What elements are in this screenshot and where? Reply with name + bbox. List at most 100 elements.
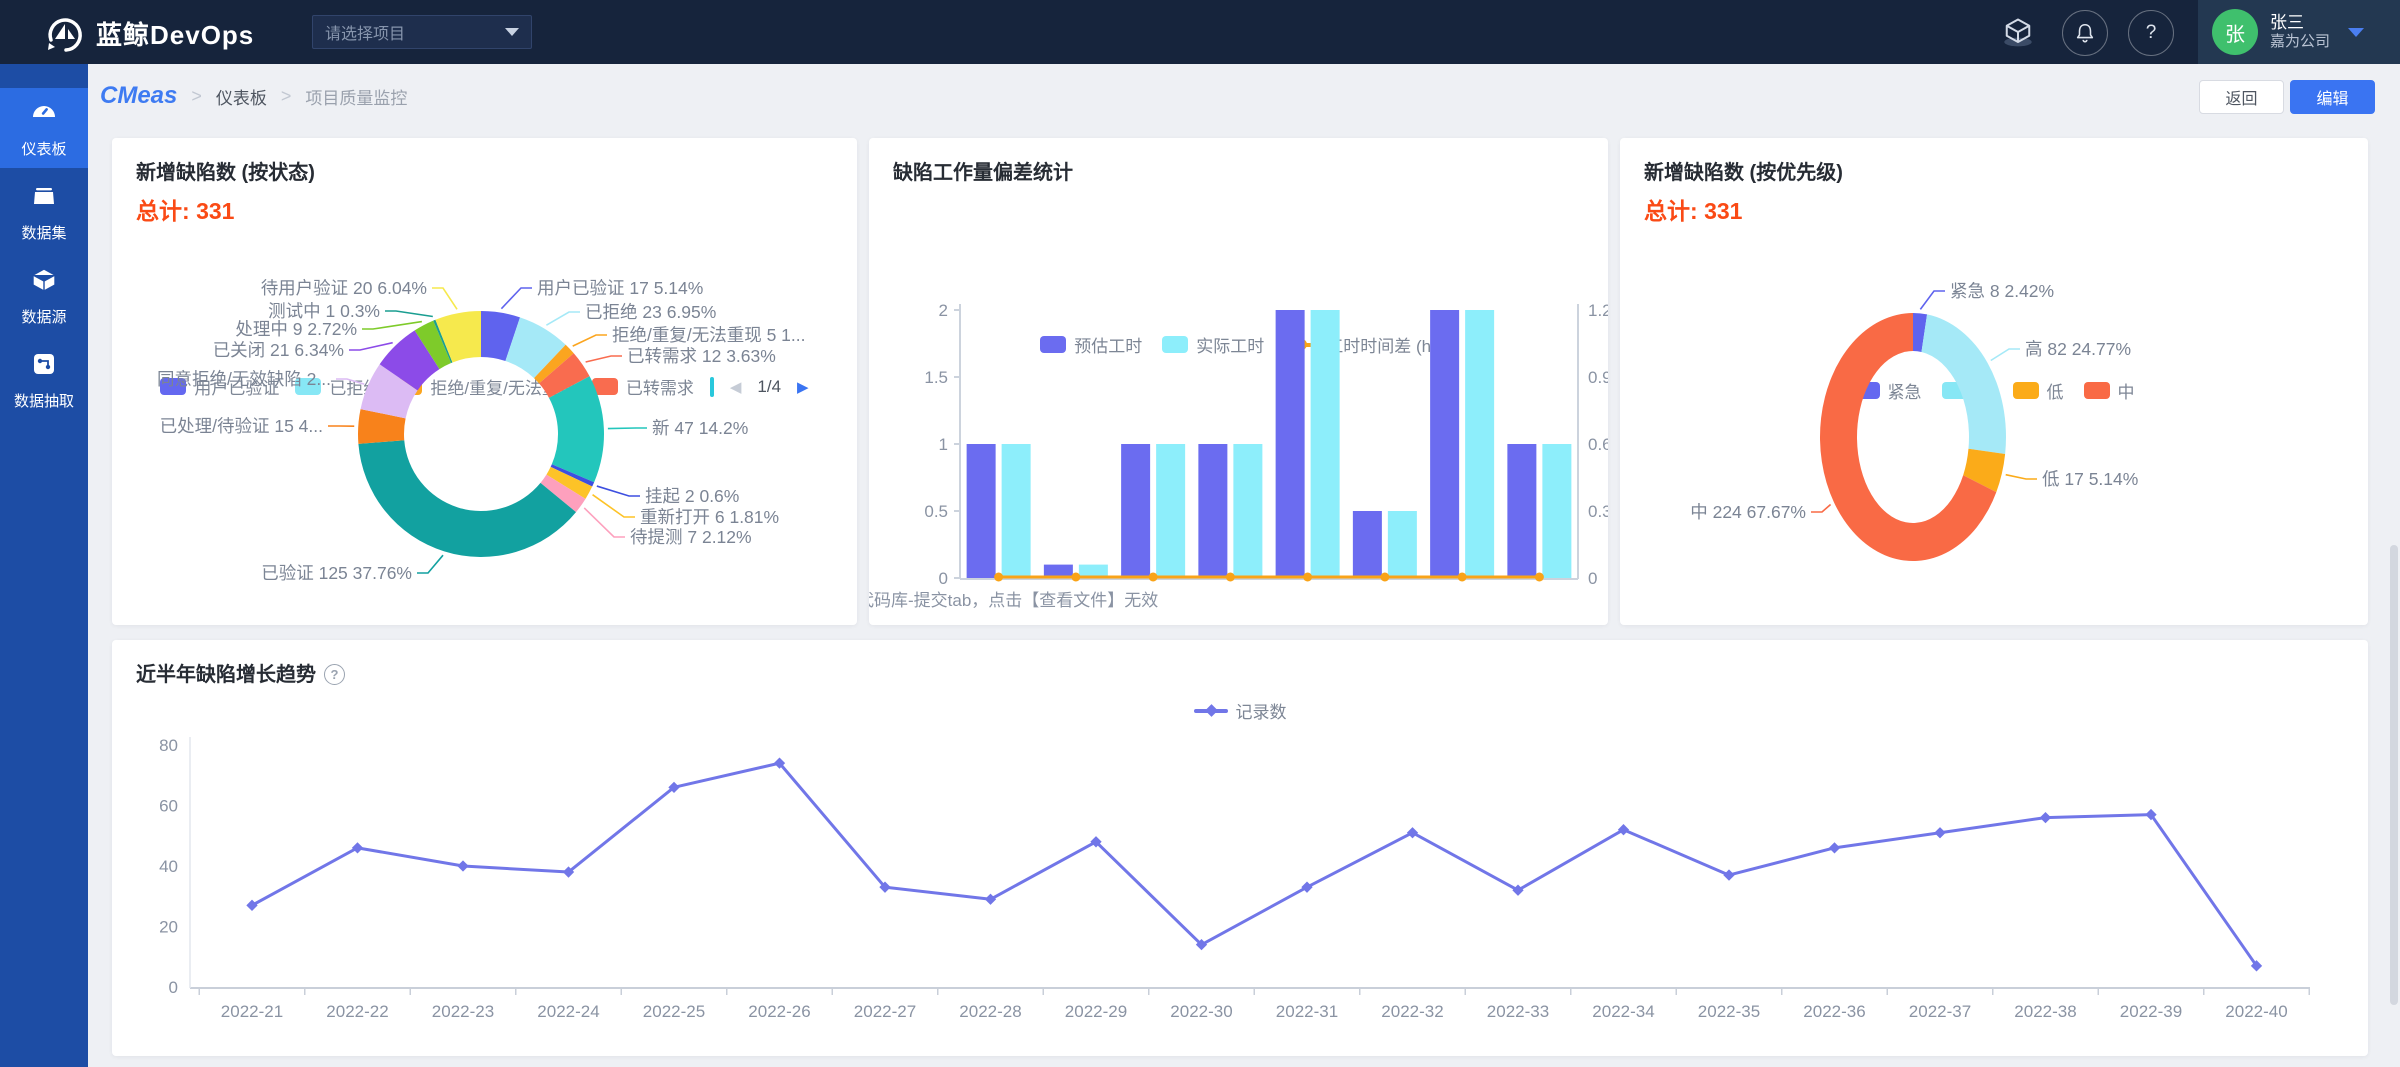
bar-actual-hours[interactable] [1001, 444, 1031, 578]
label-leader-line [417, 554, 444, 574]
donut-slice-label: 已关闭 21 6.34% [213, 340, 344, 360]
bar-estimated-hours[interactable] [1043, 564, 1073, 578]
bar-actual-hours[interactable] [1233, 444, 1263, 578]
total-count: 总计: 331 [1644, 198, 1743, 224]
bar-estimated-hours[interactable] [1275, 310, 1305, 578]
legend-label: 预估工时 [1074, 337, 1143, 356]
bar-actual-hours[interactable] [1387, 511, 1417, 578]
donut-slice-测试中[interactable] [433, 319, 453, 364]
breadcrumb-dashboards[interactable]: 仪表板 [215, 88, 267, 108]
x-axis-tick-label: 2022-39 [2120, 1002, 2182, 1021]
legend-item-预估工时[interactable]: 预估工时 [1040, 332, 1142, 357]
donut-slice-label: 重新打开 6 1.81% [640, 507, 779, 527]
x-axis-tick-label: 2022-26 [748, 1002, 810, 1021]
donut-slice-已处理/待验证[interactable] [358, 409, 406, 444]
legend-item-中[interactable]: 中 [2083, 378, 2135, 403]
label-leader-line [336, 378, 365, 385]
legend-prev-page-arrow[interactable]: ◀ [729, 378, 742, 396]
project-select[interactable]: 请选择项目 [312, 15, 532, 49]
cmeas-brand-logo[interactable]: CMeas [100, 82, 178, 109]
donut-slice-已验证[interactable] [358, 440, 577, 557]
legend-swatch [1040, 336, 1067, 353]
bar-estimated-hours[interactable] [1507, 444, 1537, 578]
bar-estimated-hours[interactable] [966, 444, 996, 578]
legend-item-已转需求[interactable]: 已转需求 [591, 374, 694, 399]
bar-actual-hours[interactable] [1542, 444, 1572, 578]
help-icon[interactable]: ? [324, 664, 345, 685]
deviation-line-point [1380, 572, 1390, 582]
sidebar-item-datasource[interactable]: 数据源 [0, 256, 88, 336]
legend-item-用户已验证[interactable]: 用户已验证 [160, 374, 279, 399]
notification-bell-icon[interactable] [2062, 10, 2108, 56]
bar-actual-hours[interactable] [1078, 564, 1108, 578]
bar-actual-hours[interactable] [1156, 444, 1186, 578]
back-button[interactable]: 返回 [2199, 80, 2284, 114]
page-scrollbar-thumb[interactable] [2390, 545, 2398, 1005]
donut-slice-重新打开[interactable] [546, 466, 593, 499]
donut-slice-低[interactable] [1963, 448, 2006, 493]
data-point-2022-38 [2039, 811, 2052, 824]
right-axis-tick-label: 1.2 [1588, 301, 1608, 320]
donut-slice-已关闭[interactable] [379, 330, 440, 391]
bar-estimated-hours[interactable] [1121, 444, 1151, 578]
x-axis-tick-label: 2022-28 [959, 1002, 1021, 1021]
x-axis-tick-label: 2022-40 [2225, 1002, 2287, 1021]
donut-slice-高[interactable] [1921, 314, 2006, 455]
x-axis-tick-label: 2022-25 [643, 1002, 705, 1021]
legend-item-低[interactable]: 低 [2012, 378, 2064, 403]
user-menu[interactable]: 张 张三 嘉为公司 [2198, 0, 2400, 64]
card-defects-by-priority: 新增缺陷数 (按优先级) 总计: 331 紧急高低中 紧急 8 2.42%高 8… [1620, 138, 2368, 625]
apps-cube-icon[interactable] [1996, 10, 2040, 54]
legend-swatch [1162, 336, 1189, 353]
project-select-placeholder: 请选择项目 [325, 26, 406, 43]
label-leader-line [583, 507, 625, 538]
bar-estimated-hours[interactable] [1198, 444, 1228, 578]
legend-item-记录数[interactable]: 记录数 [1193, 698, 1287, 723]
trend-line-chart: 0 20 40 60 80 2022-21 2022-22 2022-23 2022-24 202… [159, 736, 2310, 1021]
data-point-2022-30 [1195, 938, 1208, 951]
x-axis-tick-label: 2022-36 [1803, 1002, 1865, 1021]
label-leader-line [592, 494, 635, 518]
legend-next-page-arrow[interactable]: ▶ [797, 378, 809, 396]
bar-estimated-hours[interactable] [1352, 511, 1382, 578]
bar-estimated-hours[interactable] [1430, 310, 1460, 578]
sidebar-item-label: 数据源 [21, 308, 67, 326]
donut-slice-紧急[interactable] [1913, 313, 1928, 352]
legend-item-实际工时[interactable]: 实际工时 [1162, 332, 1264, 357]
label-leader-line [349, 341, 393, 351]
donut-slice-待提测[interactable] [540, 474, 586, 513]
label-leader-line [1919, 290, 1945, 310]
donut-slice-用户已验证[interactable] [481, 311, 521, 361]
donut-slice-处理中[interactable] [414, 320, 452, 370]
legend-label: 用户已验证 [194, 379, 280, 398]
donut-slice-拒绝/重复/无法重现[interactable] [534, 344, 574, 384]
donut-slice-同意拒绝/无效缺陷[interactable] [360, 364, 418, 419]
donut-slice-新[interactable] [548, 376, 604, 483]
bar-actual-hours[interactable] [1310, 310, 1340, 578]
sidebar-item-extract[interactable]: 数据抽取 [0, 340, 88, 420]
deviation-line-point [1303, 572, 1313, 582]
donut-slice-已拒绝[interactable] [505, 317, 566, 379]
edit-button[interactable]: 编辑 [2290, 80, 2375, 114]
label-leader-line [1811, 503, 1832, 513]
sidebar-item-dashboard[interactable]: 仪表板 [0, 88, 88, 168]
x-axis-tick-label: 2022-33 [1487, 1002, 1549, 1021]
sidebar-item-dataset[interactable]: 数据集 [0, 172, 88, 252]
donut-slice-已转需求[interactable] [539, 353, 590, 398]
card-title: 新增缺陷数 (按优先级) [1644, 162, 1843, 184]
donut-slice-label: 已拒绝 23 6.95% [585, 302, 716, 322]
right-axis-tick-label: 0.6 [1588, 435, 1608, 454]
legend-label: 已转需求 [625, 379, 694, 398]
donut-slice-待用户验证[interactable] [435, 311, 481, 363]
record-count-line-series[interactable] [251, 761, 2258, 967]
card-defect-trend: 近半年缺陷增长趋势? 记录数 0 20 40 60 80 2022-21 2022-22 20… [112, 640, 2368, 1056]
bar-actual-hours[interactable] [1465, 310, 1495, 578]
donut-slice-挂起[interactable] [550, 464, 595, 487]
legend-swatch [2083, 382, 2110, 399]
donut-slice-label: 用户已验证 17 5.14% [537, 278, 703, 298]
blueking-whale-logo-icon [42, 10, 86, 59]
donut-slice-中[interactable] [1820, 313, 1997, 561]
label-leader-line [2005, 473, 2037, 480]
help-question-icon[interactable]: ? [2128, 10, 2174, 56]
left-axis-tick-label: 0.5 [924, 502, 948, 521]
